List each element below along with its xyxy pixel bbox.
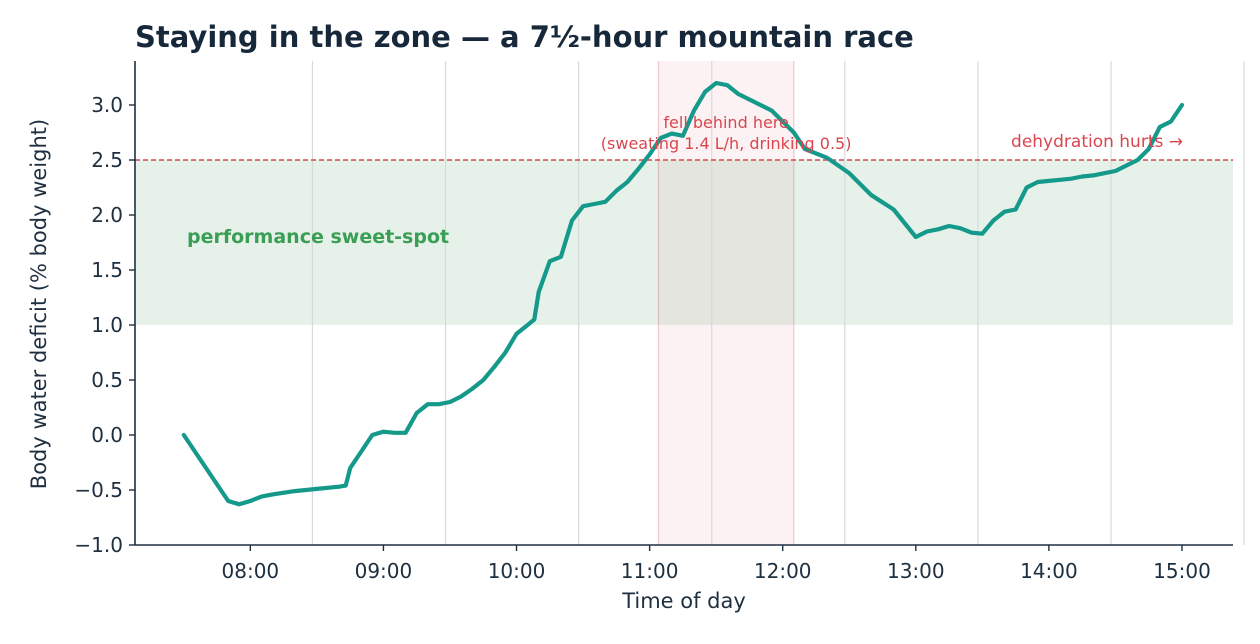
y-tick-label: −0.5 xyxy=(74,478,123,502)
y-tick-label: 1.0 xyxy=(91,313,123,337)
y-tick-label: −1.0 xyxy=(74,533,123,557)
y-tick-label: 2.5 xyxy=(91,148,123,172)
y-tick-label: 1.5 xyxy=(91,258,123,282)
vertical-grid xyxy=(311,61,1245,545)
fell-behind-detail-label: (sweating 1.4 L/h, drinking 0.5) xyxy=(601,134,852,153)
annotations: performance sweet-spot dehydration hurts … xyxy=(187,113,1183,248)
axes xyxy=(129,61,1233,551)
sweet-spot-label: performance sweet-spot xyxy=(187,226,449,248)
y-tick-label: 0.0 xyxy=(91,423,123,447)
x-tick-label: 12:00 xyxy=(754,559,812,583)
y-axis-label: Body water deficit (% body weight) xyxy=(27,119,51,489)
x-tick-label: 10:00 xyxy=(488,559,546,583)
x-tick-label: 09:00 xyxy=(355,559,413,583)
y-tick-label: 3.0 xyxy=(91,93,123,117)
tick-labels: −1.0 −0.5 0.0 0.5 1.0 1.5 2.0 2.5 3.0 08:00 09:00 1… xyxy=(74,93,1210,583)
y-tick-label: 0.5 xyxy=(91,368,123,392)
x-tick-label: 15:00 xyxy=(1153,559,1211,583)
y-tick-label: 2.0 xyxy=(91,203,123,227)
threshold-label: dehydration hurts → xyxy=(1011,132,1183,152)
chart-title: Staying in the zone — a 7½-hour mountain… xyxy=(135,20,914,54)
background-bands xyxy=(135,61,1233,545)
x-tick-label: 14:00 xyxy=(1020,559,1078,583)
sweet-spot-band xyxy=(135,160,1233,325)
fell-behind-label: fell behind here xyxy=(663,113,788,132)
x-tick-label: 08:00 xyxy=(222,559,280,583)
fell-behind-band xyxy=(658,61,794,545)
x-axis-label: Time of day xyxy=(621,589,746,613)
x-tick-label: 13:00 xyxy=(887,559,945,583)
series-layer xyxy=(181,80,1185,507)
x-tick-label: 11:00 xyxy=(621,559,679,583)
